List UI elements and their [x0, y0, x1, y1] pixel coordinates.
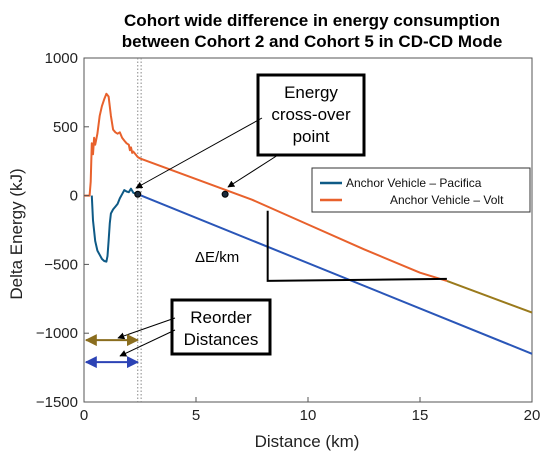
y-tick-label: −1500 — [36, 394, 78, 411]
slope-label: ΔE/km — [195, 249, 239, 266]
reorder-pointer-1 — [117, 317, 176, 340]
legend: Anchor Vehicle – Pacifica Anchor Vehicle… — [311, 167, 531, 213]
crossover-box — [256, 73, 366, 157]
slope-triangle: ΔE/km — [195, 210, 447, 282]
reorder-pointer-2 — [119, 329, 176, 357]
x-tick-label: 15 — [412, 407, 429, 424]
reorder-box — [170, 298, 272, 356]
chart-title-line-1: Cohort wide difference in energy consump… — [124, 11, 500, 30]
reorder-text-line-1: Reorder — [190, 308, 252, 327]
legend-entry-pacifica: Anchor Vehicle – Pacifica — [346, 176, 482, 190]
slope-triangle-lines — [266, 210, 447, 282]
x-tick-label: 5 — [192, 407, 200, 424]
crossover-marker — [221, 190, 229, 198]
series-line-1 — [137, 193, 533, 355]
reorder-text-line-2: Distances — [184, 330, 259, 349]
y-axis-label: Delta Energy (kJ) — [7, 168, 26, 299]
crossover-text-line-1: Energy — [284, 83, 338, 102]
crossover-marker — [134, 190, 142, 198]
y-tick-label: 500 — [53, 119, 78, 136]
crossover-text-line-3: point — [293, 127, 330, 146]
reference-lines — [137, 58, 142, 402]
y-tick-label: 1000 — [45, 50, 78, 67]
crossover-arrow-right — [227, 154, 279, 188]
marker-layer — [134, 190, 229, 198]
crossover-annotation: Energy cross-over point — [135, 73, 366, 189]
series-line-3 — [446, 279, 533, 314]
crossover-arrow-left — [135, 117, 263, 189]
x-tick-label: 10 — [300, 407, 317, 424]
crossover-text-line-2: cross-over — [271, 105, 351, 124]
y-tick-label: 0 — [70, 188, 78, 205]
x-axis-label: Distance (km) — [255, 432, 360, 451]
series-line-0 — [90, 187, 139, 263]
series-layer — [84, 92, 533, 355]
reorder-annotation: Reorder Distances — [117, 298, 272, 357]
x-tick-label: 20 — [524, 407, 541, 424]
legend-box — [311, 167, 531, 213]
y-axis-ticks: −1500 −1000 −500 0 500 1000 — [36, 50, 89, 411]
y-tick-label: −500 — [44, 256, 78, 273]
series-line-2 — [84, 92, 448, 282]
y-tick-label: −1000 — [36, 325, 78, 342]
x-axis-ticks: 0 5 10 15 20 — [80, 397, 541, 424]
chart-title-line-2: between Cohort 2 and Cohort 5 in CD-CD M… — [122, 32, 503, 51]
reorder-distance-arrows — [84, 334, 139, 369]
legend-entry-volt: Anchor Vehicle – Volt — [390, 193, 504, 207]
x-tick-label: 0 — [80, 407, 88, 424]
